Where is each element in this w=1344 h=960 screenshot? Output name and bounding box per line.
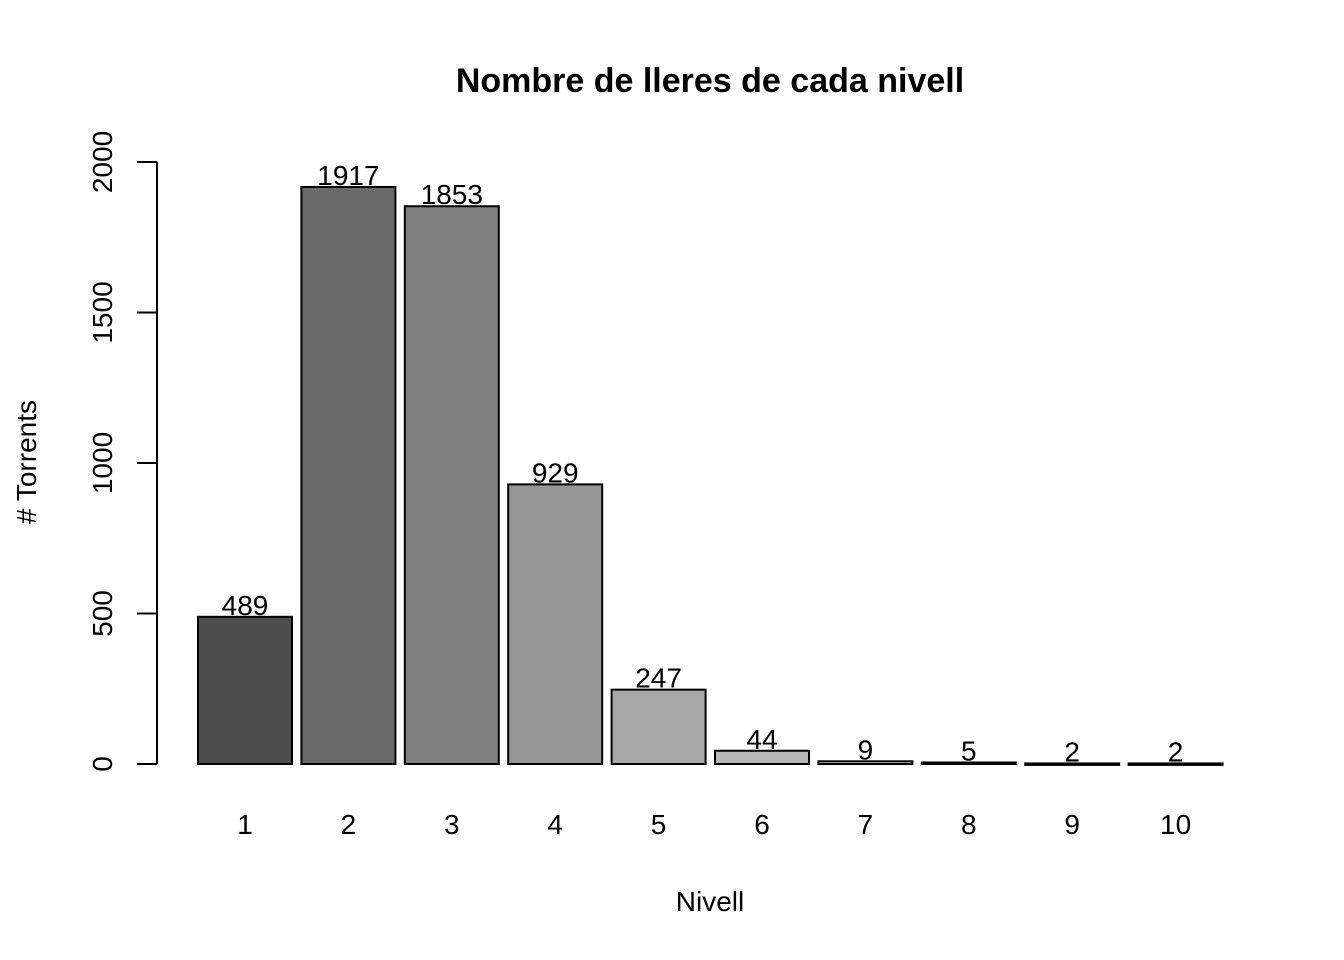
x-tick-label-6: 6 (754, 809, 770, 840)
y-tick-label: 1500 (87, 281, 118, 343)
data-label-6: 44 (746, 724, 777, 755)
bar-9 (1024, 762, 1121, 766)
data-label-10: 2 (1168, 736, 1184, 767)
bar-1 (197, 615, 293, 765)
bar-7 (817, 760, 914, 766)
bar-2 (300, 185, 397, 766)
bar-3 (403, 205, 500, 765)
y-tick-label: 1000 (87, 432, 118, 494)
bar-4 (507, 483, 604, 765)
y-tick-label: 0 (87, 756, 118, 772)
bar-8 (920, 761, 1017, 765)
bars (197, 185, 1224, 766)
x-tick-label-10: 10 (1160, 809, 1191, 840)
bar-5 (610, 688, 707, 766)
y-axis-label: # Torrents (11, 400, 42, 524)
x-tick-label-9: 9 (1064, 809, 1080, 840)
y-tick-label: 500 (87, 590, 118, 637)
data-label-4: 929 (532, 457, 579, 488)
x-tick-label-2: 2 (341, 809, 357, 840)
data-label-1: 489 (222, 590, 269, 621)
data-labels: 489 1917 1853 929 247 44 9 5 2 2 (222, 160, 1184, 767)
data-label-2: 1917 (317, 160, 379, 191)
x-tick-label-1: 1 (237, 809, 253, 840)
bar-10 (1127, 762, 1224, 766)
y-tick-label: 2000 (87, 131, 118, 193)
x-tick-label-3: 3 (444, 809, 460, 840)
x-tick-label-4: 4 (547, 809, 563, 840)
y-axis: 0 500 1000 1500 2000 (87, 131, 158, 772)
bar-6 (714, 749, 810, 765)
x-tick-label-5: 5 (651, 809, 667, 840)
x-axis-label: Nivell (676, 886, 744, 917)
x-tick-labels: 1 2 3 4 5 6 7 8 9 10 (237, 809, 1191, 840)
chart-title: Nombre de lleres de cada nivell (456, 62, 964, 100)
x-tick-label-8: 8 (961, 809, 977, 840)
data-label-7: 9 (858, 734, 874, 765)
data-label-3: 1853 (421, 179, 483, 210)
data-label-8: 5 (961, 735, 977, 766)
data-label-9: 2 (1064, 736, 1080, 767)
x-tick-label-7: 7 (858, 809, 874, 840)
data-label-5: 247 (635, 663, 682, 694)
